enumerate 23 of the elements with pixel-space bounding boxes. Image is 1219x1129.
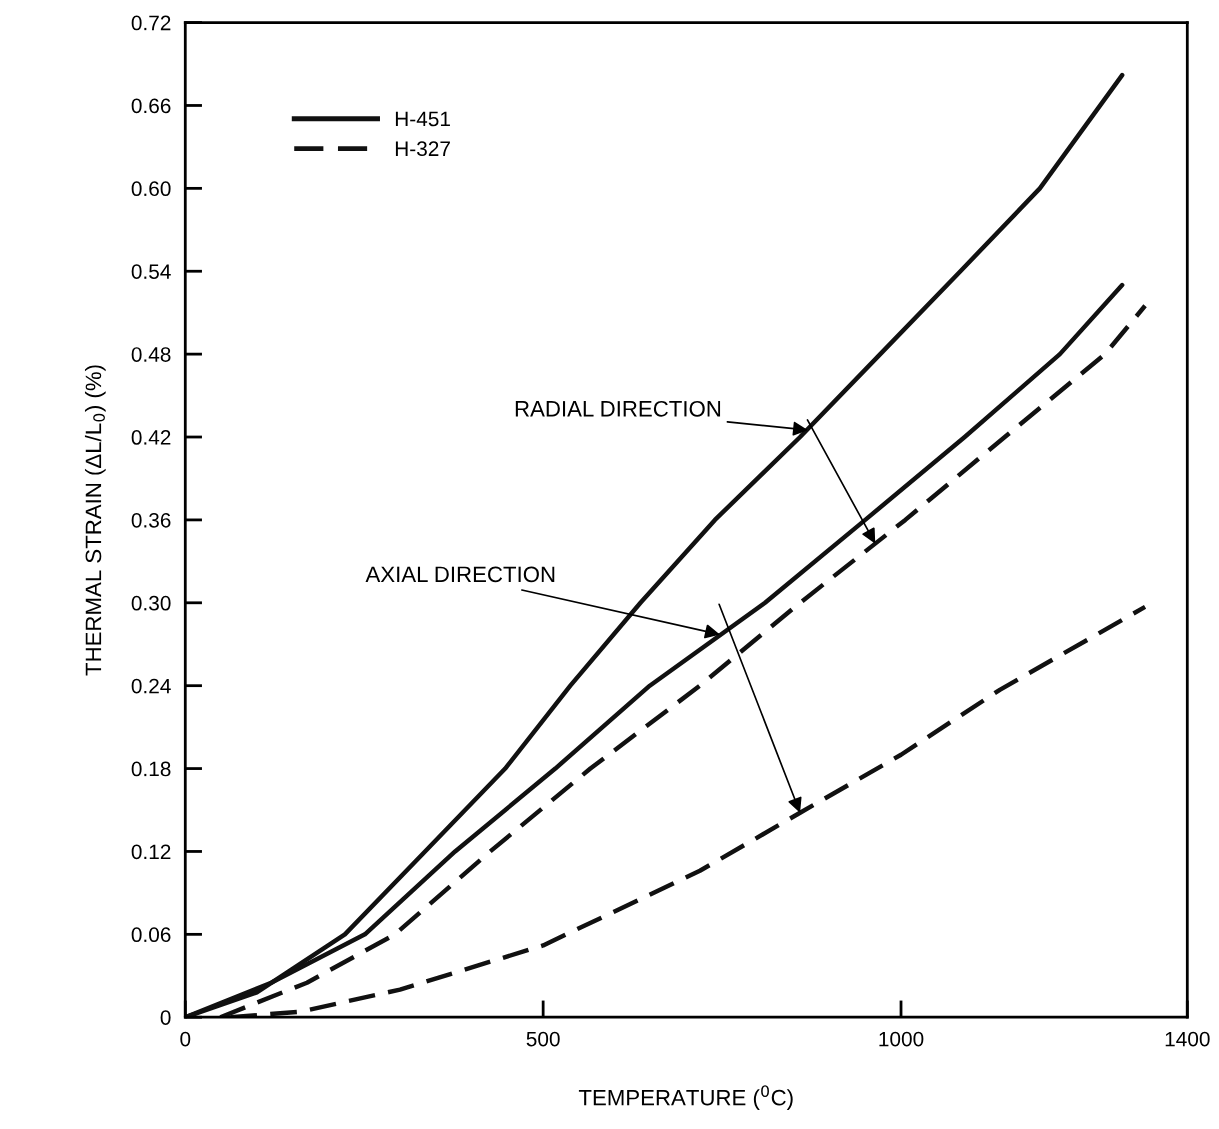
y-tick-label: 0.72	[131, 15, 171, 31]
y-tick-label: 0.06	[131, 927, 171, 943]
y-tick-label: 0.66	[131, 98, 171, 114]
y-tick-label: 0.24	[131, 678, 171, 694]
y-axis-title: THERMAL STRAIN (ΔL/L$_{0}$) (%)	[84, 365, 106, 676]
y-tick-label: 0.42	[131, 430, 171, 445]
y-tick-label: 0.18	[131, 761, 171, 777]
annotation: AXIAL DIRECTION	[365, 566, 555, 583]
y-tick-label: 0.30	[131, 595, 171, 611]
x-tick-label: 1000	[879, 1031, 924, 1047]
x-tick-label: 1400	[1165, 1031, 1210, 1047]
x-tick-label: 500	[526, 1031, 560, 1047]
y-tick-label: 0.54	[131, 264, 171, 279]
legend-label: H-451	[395, 111, 450, 127]
y-tick-label: 0.12	[131, 844, 171, 860]
x-tick-label: 0	[180, 1031, 191, 1047]
y-tick-label: 0.36	[131, 512, 171, 528]
annotation: RADIAL DIRECTION	[515, 400, 721, 417]
x-axis-title: TEMPERATURE ($^{0}$C)	[578, 1085, 793, 1110]
legend-label: H-327	[395, 141, 450, 157]
y-tick-label: 0.48	[131, 347, 171, 362]
y-tick-label: 0	[160, 1010, 171, 1025]
y-tick-label: 0.60	[131, 181, 171, 197]
